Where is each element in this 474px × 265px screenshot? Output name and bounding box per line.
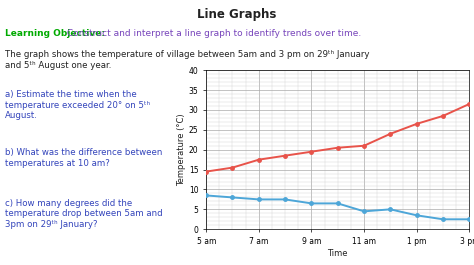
Text: Line Graphs: Line Graphs xyxy=(197,8,277,21)
Text: c) How many degrees did the
temperature drop between 5am and
3pm on 29ᵗʰ January: c) How many degrees did the temperature … xyxy=(5,199,163,228)
X-axis label: Time: Time xyxy=(328,249,348,258)
Y-axis label: Temperature (°C): Temperature (°C) xyxy=(177,113,186,186)
Legend: 5th August, 29th January: 5th August, 29th January xyxy=(253,262,423,265)
Text: Learning Objective:: Learning Objective: xyxy=(5,29,105,38)
Text: Construct and interpret a line graph to identify trends over time.: Construct and interpret a line graph to … xyxy=(64,29,361,38)
Text: b) What was the difference between
temperatures at 10 am?: b) What was the difference between tempe… xyxy=(5,148,162,168)
Text: a) Estimate the time when the
temperature exceeded 20° on 5ᵗʰ
August.: a) Estimate the time when the temperatur… xyxy=(5,90,150,120)
Text: The graph shows the temperature of village between 5am and 3 pm on 29ᵗʰ January
: The graph shows the temperature of villa… xyxy=(5,50,369,70)
